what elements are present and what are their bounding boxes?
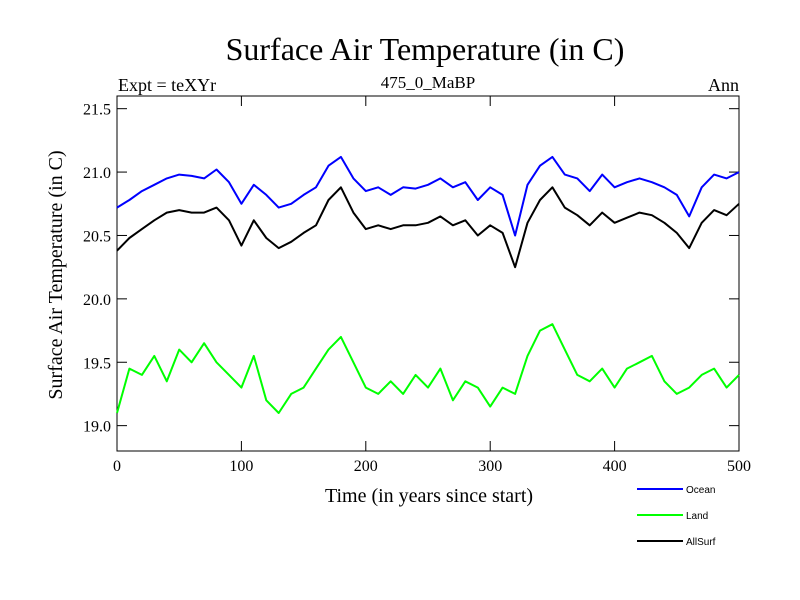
x-tick-label: 0 <box>113 458 121 475</box>
axis-ticks: 0 100 200 300 400 500 19.0 19.5 20.0 20.5 21.0 21.5 <box>83 96 751 475</box>
x-tick-label: 300 <box>478 458 502 475</box>
legend: Ocean Land AllSurf <box>637 485 716 548</box>
header-left: Expt = teXYr <box>118 75 216 95</box>
series-lines <box>116 155 740 414</box>
series-line-ocean <box>116 155 740 237</box>
series-line-land <box>116 323 740 414</box>
y-tick-label: 21.5 <box>83 102 111 119</box>
y-tick-label: 19.5 <box>83 355 111 372</box>
x-tick-label: 200 <box>354 458 378 475</box>
legend-label-ocean: Ocean <box>686 485 715 496</box>
series-line-allsurf <box>116 186 740 269</box>
x-tick-label: 400 <box>603 458 627 475</box>
x-tick-label: 100 <box>229 458 253 475</box>
chart-title: Surface Air Temperature (in C) <box>226 31 625 67</box>
legend-label-allsurf: AllSurf <box>686 537 716 548</box>
y-tick-label: 21.0 <box>83 165 111 182</box>
x-tick-label: 500 <box>727 458 751 475</box>
header-center: 475_0_MaBP <box>381 73 475 92</box>
y-tick-label: 19.0 <box>83 419 111 436</box>
legend-label-land: Land <box>686 511 708 522</box>
plot-frame <box>116 95 740 452</box>
header-right: Ann <box>708 75 739 95</box>
y-tick-label: 20.0 <box>83 292 111 309</box>
x-axis-label: Time (in years since start) <box>325 485 533 507</box>
y-axis-label: Surface Air Temperature (in C) <box>45 150 67 399</box>
y-tick-label: 20.5 <box>83 228 111 245</box>
